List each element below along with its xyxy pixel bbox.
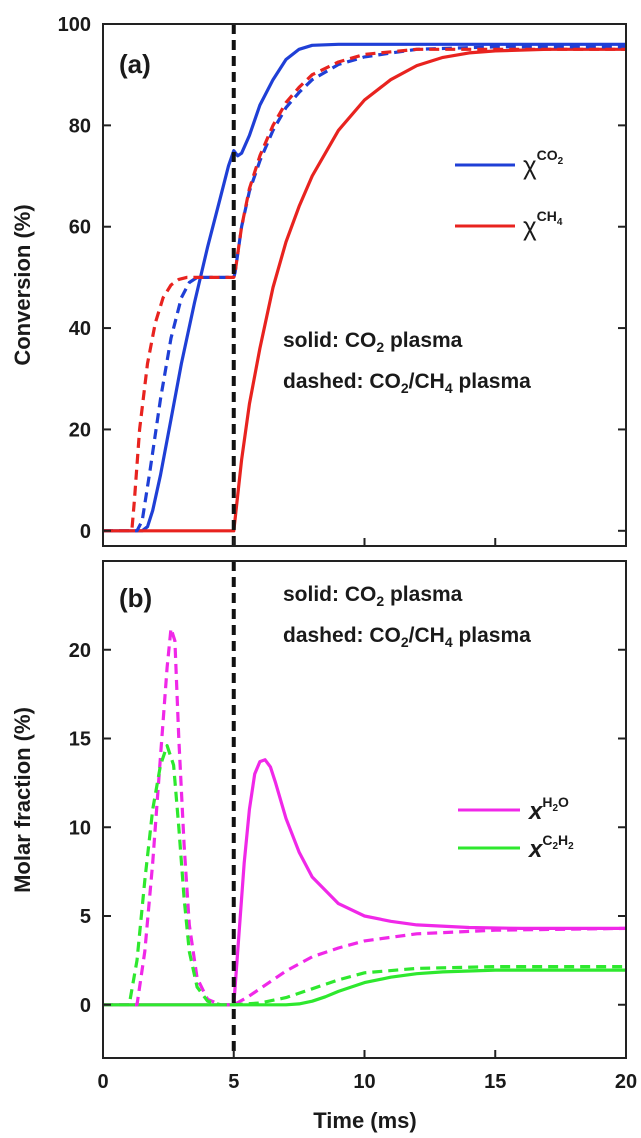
panel-b-ytick-label: 5	[80, 906, 91, 928]
panel-b-xtick-label: 5	[228, 1071, 239, 1093]
series-c2h2-dashed	[103, 744, 626, 1007]
panel-b-note-solid: solid: CO2 plasma	[283, 583, 463, 609]
panel-a-ytick-label: 60	[69, 217, 91, 239]
series-h2o-dashed	[103, 626, 627, 1007]
panel-b-ytick-label: 10	[69, 817, 91, 839]
panel-b-ytick-label: 20	[69, 640, 91, 662]
panel-a-note-solid: solid: CO2 plasma	[283, 329, 463, 355]
panel-b-xtick-label: 20	[615, 1071, 637, 1093]
legend-co2-label: χCO2	[523, 147, 564, 180]
legend-c2h2-label: xC2H2	[527, 832, 574, 863]
panel-a-ytick-label: 20	[69, 419, 91, 441]
panel-b-curves	[103, 626, 627, 1007]
panel-b-note-dashed: dashed: CO2/CH4 plasma	[283, 624, 531, 650]
panel-a-ytick-label: 0	[80, 521, 91, 543]
panel-b-ytick-label: 15	[69, 729, 91, 751]
panel-b-xtick-label: 10	[353, 1071, 375, 1093]
series-ch4-dashed	[103, 47, 626, 533]
panel-a-ytick-label: 40	[69, 318, 91, 340]
panel-b-xlabel: Time (ms)	[313, 1108, 417, 1133]
panel-b-xtick-label: 0	[97, 1071, 108, 1093]
panel-a-ylabel: Conversion (%)	[10, 204, 35, 365]
legend-ch4-label: χCH4	[523, 208, 563, 241]
panel-a: 0 20 40 60 80 100 (a) Conversion (%) χCO2 χCH…	[10, 14, 627, 547]
series-co2-dashed	[103, 45, 626, 533]
panel-a-note-dashed: dashed: CO2/CH4 plasma	[283, 370, 531, 396]
series-ch4-solid	[103, 47, 626, 533]
panel-a-ticks: 0 20 40 60 80 100	[58, 14, 627, 546]
series-h2o-solid	[103, 758, 626, 1007]
panel-b-ticks: 0 5 10 15 20 0 5 10 15 20	[69, 640, 637, 1093]
panel-b-ytick-label: 0	[80, 995, 91, 1017]
panel-b-xtick-label: 15	[484, 1071, 506, 1093]
panel-a-label: (a)	[119, 49, 151, 79]
series-c2h2-solid	[103, 968, 626, 1007]
legend-h2o-label: xH2O	[527, 794, 569, 825]
panel-b-label: (b)	[119, 583, 152, 613]
panel-a-curves	[103, 42, 626, 533]
series-co2-solid	[103, 42, 626, 533]
panel-a-ytick-label: 80	[69, 115, 91, 137]
panel-b-ylabel: Molar fraction (%)	[10, 707, 35, 893]
panel-a-legend: χCO2 χCH4	[455, 147, 564, 241]
panel-b-legend: xH2O xC2H2	[458, 794, 574, 863]
panel-a-ytick-label: 100	[58, 14, 91, 36]
